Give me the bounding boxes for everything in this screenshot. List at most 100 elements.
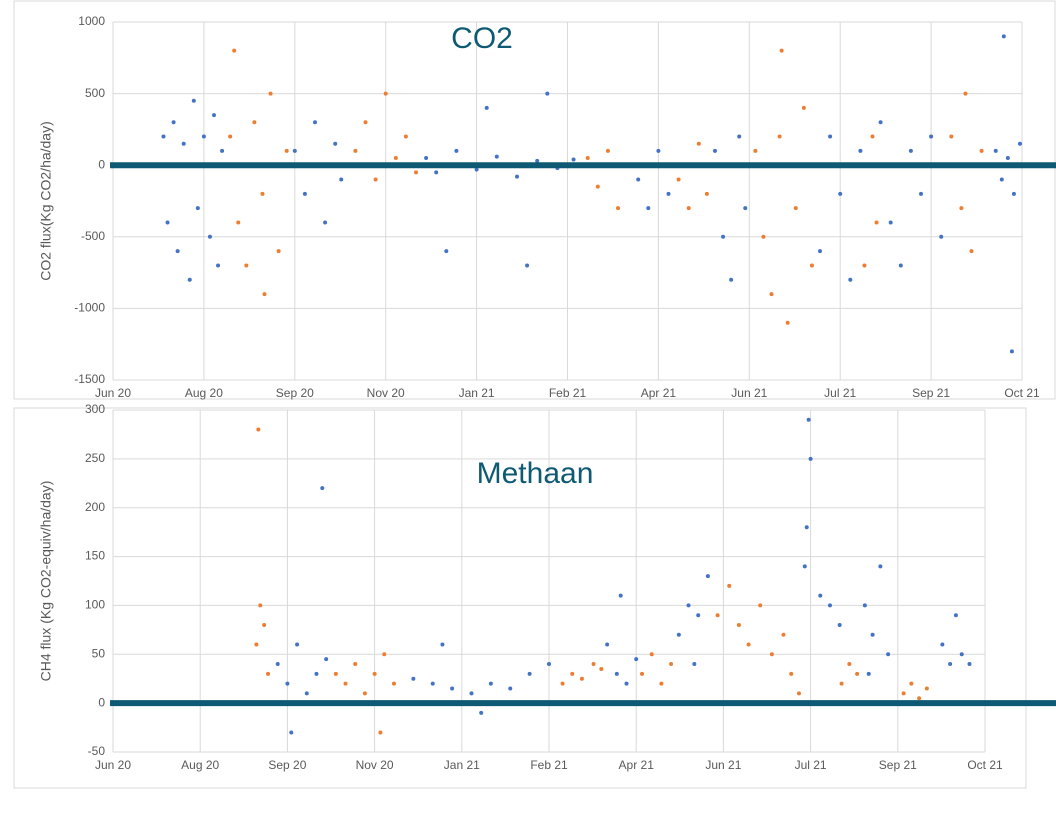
point xyxy=(244,263,249,268)
point xyxy=(888,220,893,225)
point xyxy=(839,681,844,686)
point xyxy=(484,105,489,110)
point xyxy=(901,691,906,696)
point xyxy=(712,148,717,153)
point xyxy=(769,292,774,297)
point xyxy=(818,593,823,598)
point xyxy=(320,486,325,491)
point xyxy=(256,427,261,432)
point xyxy=(382,652,387,657)
y-axis-title: CH4 flux (Kg CO2-equiv/ha/day) xyxy=(38,481,54,682)
point xyxy=(508,686,513,691)
x-tick-label: Sep 21 xyxy=(879,758,917,772)
point xyxy=(333,141,338,146)
point xyxy=(515,174,519,179)
x-tick-label: Jul 21 xyxy=(824,386,856,400)
point xyxy=(469,691,474,696)
point xyxy=(940,642,945,647)
point xyxy=(302,191,307,196)
point xyxy=(362,691,367,696)
point xyxy=(886,652,891,657)
point xyxy=(216,263,221,268)
point xyxy=(430,681,435,686)
point xyxy=(796,691,801,696)
point xyxy=(705,574,710,579)
point xyxy=(837,622,842,627)
point xyxy=(746,642,751,647)
y-tick-label: 0 xyxy=(98,695,105,709)
point xyxy=(195,206,200,211)
x-tick-label: Sep 20 xyxy=(276,386,314,400)
y-tick-label: 100 xyxy=(85,598,105,612)
point xyxy=(595,184,600,189)
point xyxy=(878,564,883,569)
point xyxy=(579,676,584,681)
point xyxy=(212,113,216,118)
point xyxy=(686,603,691,608)
x-tick-label: Oct 21 xyxy=(967,758,1003,772)
point xyxy=(640,671,645,676)
point xyxy=(191,98,196,103)
point xyxy=(692,662,697,667)
point xyxy=(304,691,309,696)
point xyxy=(999,177,1004,182)
point xyxy=(646,206,651,211)
point xyxy=(252,120,257,125)
y-tick-label: 150 xyxy=(85,549,105,563)
point xyxy=(440,642,445,647)
point xyxy=(339,177,344,182)
point xyxy=(165,220,170,225)
point xyxy=(175,249,180,254)
point xyxy=(262,622,267,627)
point xyxy=(378,730,383,735)
point xyxy=(761,234,766,239)
point xyxy=(634,657,639,662)
point xyxy=(908,148,913,153)
y-axis-title: CO2 flux(Kg CO2/ha/day) xyxy=(38,121,54,281)
point xyxy=(181,141,186,146)
point xyxy=(201,134,206,139)
point xyxy=(323,220,328,225)
point xyxy=(187,277,192,282)
x-tick-label: Apr 21 xyxy=(619,758,655,772)
point xyxy=(220,148,225,153)
point xyxy=(1001,34,1006,39)
x-tick-label: Aug 20 xyxy=(185,386,223,400)
point xyxy=(804,525,809,530)
point xyxy=(1005,156,1010,161)
point xyxy=(696,141,701,146)
point xyxy=(424,156,429,161)
point xyxy=(614,671,619,676)
point xyxy=(967,662,972,667)
point xyxy=(363,120,368,125)
point xyxy=(659,681,664,686)
point xyxy=(479,710,484,715)
point xyxy=(696,613,701,618)
point xyxy=(866,671,871,676)
point xyxy=(624,681,629,686)
point xyxy=(929,134,934,139)
point xyxy=(669,662,674,667)
y-tick-label: -1500 xyxy=(74,372,105,386)
x-tick-label: Jul 21 xyxy=(795,758,827,772)
x-tick-label: Nov 20 xyxy=(367,386,405,400)
point xyxy=(785,320,790,325)
point xyxy=(729,277,734,282)
point xyxy=(333,671,338,676)
point xyxy=(353,148,358,153)
point xyxy=(758,603,763,608)
point xyxy=(963,91,968,96)
point xyxy=(605,148,610,153)
point xyxy=(260,191,265,196)
point xyxy=(276,249,281,254)
point xyxy=(591,662,596,667)
point xyxy=(806,417,811,422)
point xyxy=(232,48,237,53)
point xyxy=(848,277,853,282)
point xyxy=(454,148,459,153)
point xyxy=(777,134,782,139)
point xyxy=(560,681,565,686)
point xyxy=(948,662,953,667)
point xyxy=(874,220,879,225)
point xyxy=(801,105,806,110)
